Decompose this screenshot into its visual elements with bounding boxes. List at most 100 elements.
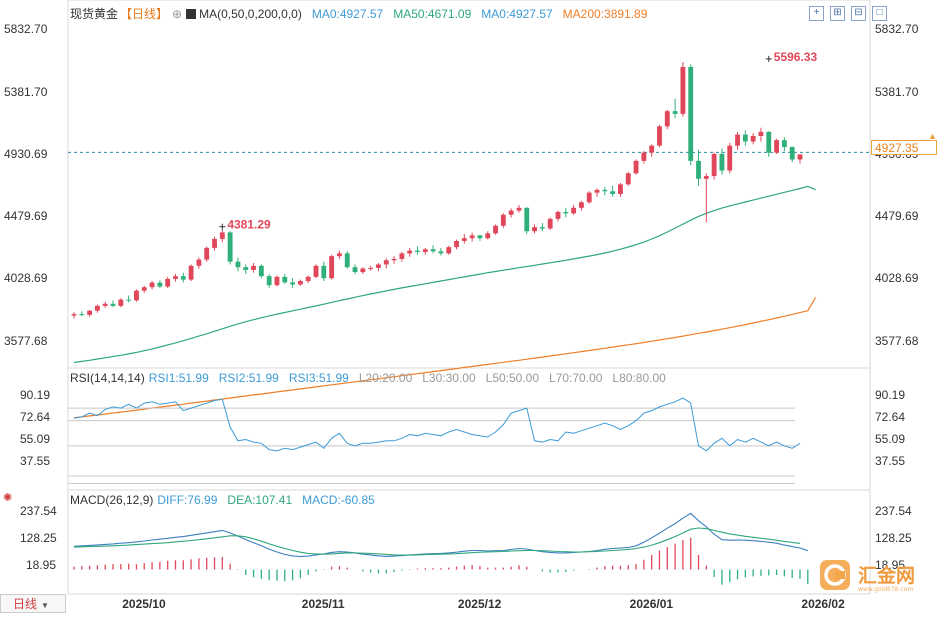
candle-body — [680, 66, 686, 114]
candle-body — [305, 276, 311, 281]
candle-body — [251, 265, 256, 270]
zoom-in-icon[interactable]: ⊞ — [830, 6, 845, 21]
indicator-settings-icon[interactable] — [186, 9, 197, 19]
candle — [664, 109, 670, 130]
date-axis-label: 2026/02 — [801, 597, 845, 611]
rsi-axis-label-left: 72.64 — [20, 410, 51, 425]
crosshair-icon[interactable]: + — [809, 6, 824, 21]
candle-body — [173, 276, 178, 279]
candle-body — [188, 265, 194, 280]
date-axis-label: 2025/10 — [122, 597, 166, 611]
rsi-l80: L80:80.00 — [612, 371, 666, 385]
main-chart-legend: 现货黄金 【日线】 ⊕ MA(0,50,0,200,0,0) MA0:4927.57 MA… — [70, 5, 657, 22]
candle — [696, 149, 701, 186]
candle-body — [87, 310, 93, 315]
candle-body — [563, 211, 569, 214]
candle-body — [493, 225, 498, 234]
zoom-icon[interactable]: ⊕ — [172, 7, 183, 21]
rsi1-value: RSI1:51.99 — [148, 371, 209, 385]
price-tag-arrow-icon: ▲ — [928, 131, 937, 141]
candle-body — [235, 261, 241, 268]
candle — [602, 187, 608, 196]
candle — [141, 285, 147, 293]
candle — [680, 61, 686, 117]
candle — [360, 267, 366, 275]
macd-settings-icon[interactable]: ✺ — [3, 492, 13, 504]
candle — [539, 223, 545, 232]
candle — [430, 245, 436, 254]
macd-axis-label-right: 128.25 — [875, 531, 912, 546]
candle — [532, 224, 538, 234]
candle-body — [344, 253, 350, 268]
candle — [407, 247, 413, 257]
candle — [711, 152, 717, 180]
candle-body — [126, 299, 132, 301]
symbol-name: 现货黄金 — [70, 7, 119, 21]
candle — [391, 256, 397, 264]
macd-value: MACD:-60.85 — [302, 493, 375, 507]
candle-body — [94, 305, 100, 311]
ma200-line — [73, 297, 817, 419]
candle — [742, 130, 748, 146]
ma-b-value: MA0:4927.57 — [481, 7, 553, 21]
candle-body — [508, 210, 514, 215]
rsi-axis-label-right: 37.55 — [875, 454, 906, 469]
candle — [657, 124, 662, 148]
candle — [477, 234, 483, 241]
candle-body — [688, 66, 694, 161]
candle — [87, 310, 93, 317]
candle-body — [539, 227, 545, 229]
candle-body — [461, 238, 467, 241]
candle — [422, 247, 428, 255]
candle-body — [266, 276, 272, 286]
candle-body — [571, 207, 577, 214]
macd-axis-label-right: 237.54 — [875, 504, 912, 519]
rsi-axis-label-right: 55.09 — [875, 432, 906, 447]
candle — [563, 207, 569, 218]
candle-body — [336, 253, 342, 257]
date-axis-label: 2025/12 — [457, 597, 502, 611]
price-axis-label-left: 4930.69 — [4, 146, 48, 161]
candle-body — [422, 249, 428, 252]
candle-body — [290, 282, 296, 285]
candle-body — [719, 153, 725, 171]
candle-body — [368, 267, 374, 269]
diff-value: DIFF:76.99 — [157, 493, 218, 507]
candle-body — [727, 145, 733, 171]
candle — [118, 298, 124, 308]
candle — [219, 229, 225, 243]
candle — [508, 208, 514, 218]
ma50-line — [73, 185, 816, 364]
candle-body — [219, 232, 225, 239]
candle — [633, 159, 639, 175]
macd-axis-label-left: 237.54 — [20, 504, 57, 519]
candle — [173, 274, 178, 282]
candle — [672, 98, 678, 119]
candle-body — [329, 256, 335, 279]
candle — [719, 148, 725, 175]
candle-body — [781, 140, 787, 148]
candle-body — [383, 260, 389, 265]
candle-body — [149, 282, 155, 288]
zoom-out-icon[interactable]: ⊟ — [851, 6, 866, 21]
dropdown-arrow-icon: ▼ — [41, 601, 49, 610]
candle-body — [313, 265, 319, 277]
candle — [251, 263, 256, 273]
candle-body — [618, 184, 623, 194]
candle-body — [227, 232, 233, 262]
price-axis-label-left: 3577.68 — [4, 333, 48, 348]
candle-body — [446, 247, 452, 254]
candle-body — [141, 287, 147, 291]
candle — [438, 247, 444, 256]
candle — [461, 234, 467, 244]
candle-body — [789, 147, 795, 160]
timeframe-button[interactable]: 日线 ▼ — [0, 594, 66, 613]
candle — [625, 171, 631, 186]
candle-body — [750, 136, 756, 142]
candle-body — [110, 303, 116, 306]
candle — [102, 301, 108, 308]
candle — [774, 138, 780, 154]
fullscreen-icon[interactable]: □ — [872, 6, 887, 21]
candle — [282, 274, 288, 284]
